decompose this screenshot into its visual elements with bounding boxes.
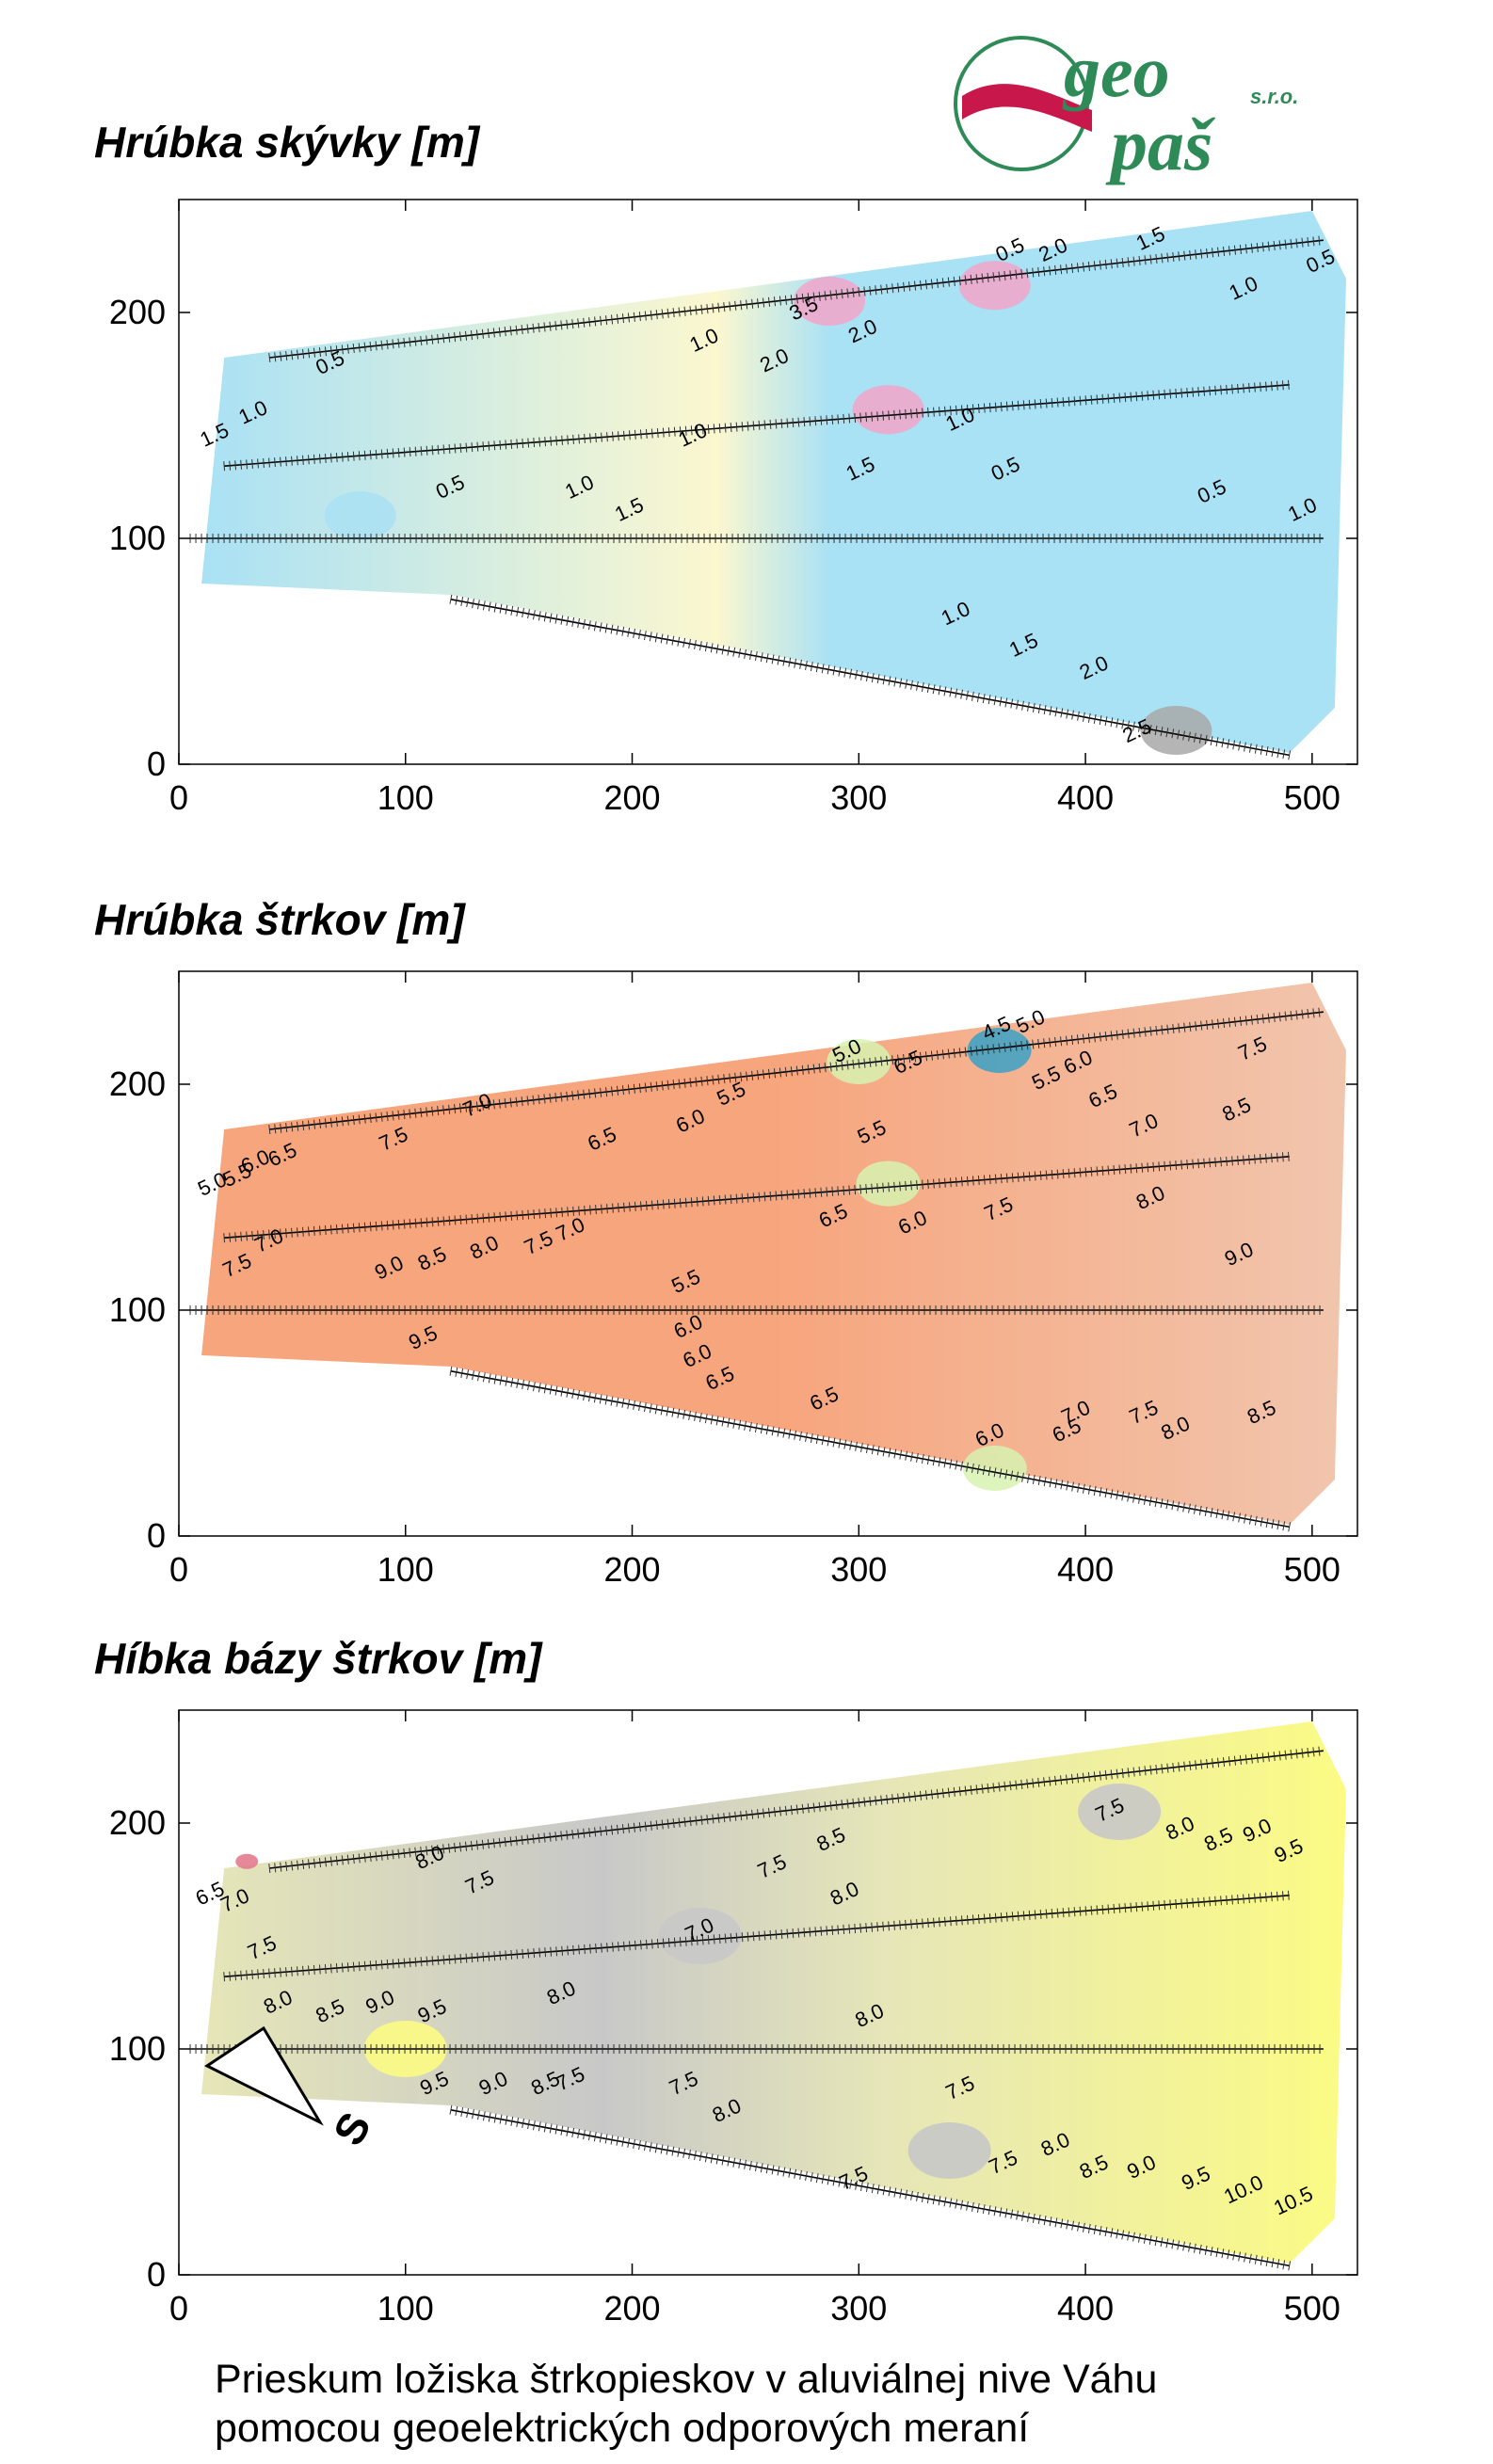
x-tick-label: 100: [377, 1550, 434, 1589]
figure-caption: Prieskum ložiska štrkopieskov v aluviáln…: [215, 2355, 1157, 2453]
profile-line-2: [224, 1895, 1290, 1977]
y-tick-label: 100: [109, 519, 166, 557]
chart-hrubka-skryvky: 1.52.00.5 0.51.03.52.02.01.00.51.01.5 1.0 1…: [109, 199, 1358, 817]
y-tick-label: 100: [109, 1290, 166, 1329]
panel-title-strky: Hrúbka štrkov [m]: [94, 895, 465, 944]
profile-ticks-3: [189, 2044, 1321, 2054]
x-tick-label: 300: [830, 2289, 887, 2328]
profile-line-2: [224, 384, 1290, 467]
x-tick-label: 400: [1057, 2289, 1114, 2328]
profile-ticks-4: [449, 594, 1292, 760]
profile-ticks-1: [268, 1007, 1321, 1135]
panel-title-skryvka: Hrúbka skývky [m]: [94, 118, 480, 167]
profile-ticks-2: [223, 1151, 1290, 1243]
logo-text-pas: paš: [1105, 104, 1215, 185]
contour-zone-2: [658, 1908, 742, 1964]
contour-zone-4: [907, 2122, 991, 2179]
chart-hrubka-strkov: 5.04.57.55.0 6.5 6.05.56.55.57.0 8.56.0 5.5 7…: [109, 970, 1358, 1589]
profile-ticks-3: [189, 1305, 1321, 1315]
north-arrow-icon: [204, 2025, 324, 2126]
contour-zone-2: [852, 385, 924, 435]
x-tick-label: 500: [1284, 778, 1340, 817]
x-tick-label: 500: [1284, 1550, 1340, 1589]
contour-fill-region: [201, 1721, 1346, 2264]
geo-pas-logo: geo s.r.o. paš: [954, 30, 1298, 185]
y-tick-label: 200: [109, 1064, 166, 1103]
logo-ribbon: [962, 84, 1092, 132]
x-tick-label: 0: [169, 778, 188, 817]
logo-circle: [954, 36, 1089, 171]
y-tick-label: 200: [109, 293, 166, 331]
contour-zone-4: [324, 491, 396, 540]
profile-line-1: [269, 1011, 1324, 1130]
profile-ticks-1: [268, 235, 1321, 363]
panel-title-baza: Híbka bázy štrkov [m]: [94, 1634, 542, 1683]
profile-line-1: [269, 1750, 1324, 1869]
logo-text-suffix: s.r.o.: [1250, 85, 1298, 108]
x-tick-label: 100: [377, 778, 434, 817]
chart-hlbka-bazy-strkov: 7.58.0 8.5 9.09.58.58.07.5 7.58.06.57.07.57…: [109, 1709, 1358, 2328]
y-tick-label: 100: [109, 2029, 166, 2068]
profile-ticks-1: [268, 1746, 1321, 1874]
profile-ticks-2: [223, 1890, 1290, 1982]
contour-zone-1: [958, 261, 1031, 311]
x-tick-label: 200: [603, 778, 660, 817]
profile-line-4: [450, 2109, 1290, 2267]
contour-zone-0: [235, 1853, 259, 1869]
x-tick-label: 400: [1057, 778, 1114, 817]
x-tick-label: 400: [1057, 1550, 1114, 1589]
north-arrow-left-half: [204, 2025, 324, 2126]
profile-line-4: [450, 599, 1290, 757]
x-tick-label: 300: [830, 1550, 887, 1589]
x-tick-label: 200: [603, 2289, 660, 2328]
contour-zone-3: [1078, 1784, 1162, 1840]
x-tick-label: 0: [169, 1550, 188, 1589]
contour-fill-region: [201, 983, 1346, 1525]
profile-ticks-4: [449, 1366, 1292, 1532]
profile-line-2: [224, 1156, 1290, 1239]
x-tick-label: 0: [169, 2289, 188, 2328]
x-tick-label: 200: [603, 1550, 660, 1589]
profile-line-4: [450, 1370, 1290, 1528]
y-tick-label: 0: [147, 744, 166, 783]
x-tick-label: 100: [377, 2289, 434, 2328]
profile-line-1: [269, 239, 1324, 359]
x-tick-label: 500: [1284, 2289, 1340, 2328]
y-tick-label: 0: [147, 1516, 166, 1555]
y-tick-label: 0: [147, 2255, 166, 2294]
caption-line-1: Prieskum ložiska štrkopieskov v aluviáln…: [215, 2357, 1158, 2402]
contour-zone-3: [1140, 706, 1212, 755]
logo-text-geo: geo: [1062, 30, 1170, 112]
y-tick-label: 200: [109, 1803, 166, 1842]
x-tick-label: 300: [830, 778, 887, 817]
profile-ticks-3: [189, 534, 1321, 543]
profile-ticks-4: [449, 2104, 1292, 2271]
contour-fill-region: [201, 211, 1346, 753]
profile-ticks-2: [223, 379, 1290, 472]
caption-line-2: pomocou geoelektrických odporových meran…: [215, 2406, 1030, 2451]
